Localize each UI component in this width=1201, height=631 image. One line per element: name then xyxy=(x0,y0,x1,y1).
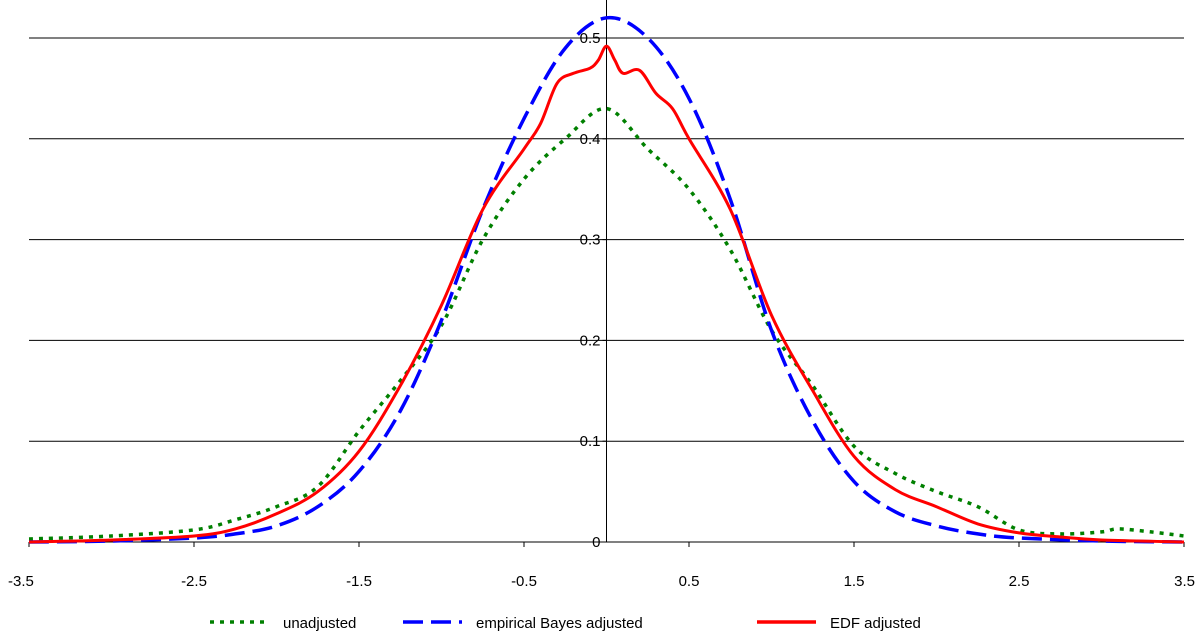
y-tick-label: 0.3 xyxy=(580,232,601,249)
y-tick-label: 0.1 xyxy=(580,433,601,450)
y-tick-label: 0 xyxy=(592,534,600,551)
y-tick-labels: 0 0.1 0.2 0.3 0.4 0.5 xyxy=(580,30,601,551)
y-tick-label: 0.2 xyxy=(580,332,601,349)
series-lines xyxy=(28,15,1185,544)
legend: unadjusted empirical Bayes adjusted EDF ad… xyxy=(210,615,921,631)
y-tick-label: 0.4 xyxy=(580,131,601,148)
legend-label-1: empirical Bayes adjusted xyxy=(476,615,643,631)
x-tick-label: -1.5 xyxy=(346,573,372,590)
y-tick-label: 0.5 xyxy=(580,30,601,47)
series-line-2 xyxy=(28,44,1185,544)
x-tick-label: -0.5 xyxy=(511,573,537,590)
x-tick-label: 2.5 xyxy=(1009,573,1030,590)
x-tick-label: 0.5 xyxy=(679,573,700,590)
series-line-1 xyxy=(28,15,1185,544)
x-tick-label: -2.5 xyxy=(181,573,207,590)
x-tick-label: -3.5 xyxy=(8,573,34,590)
legend-label-2: EDF adjusted xyxy=(830,615,921,631)
x-tick-label: 1.5 xyxy=(844,573,865,590)
x-tick-label: 3.5 xyxy=(1174,573,1195,590)
axes xyxy=(28,0,1185,547)
x-tick-labels: -3.5 -2.5 -1.5 -0.5 0.5 1.5 2.5 3.5 xyxy=(8,573,1195,590)
legend-label-0: unadjusted xyxy=(283,615,356,631)
